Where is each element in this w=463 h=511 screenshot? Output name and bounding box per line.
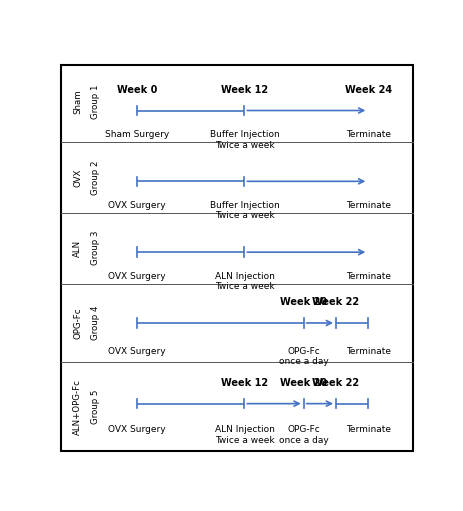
- Text: ALN+OPG-Fc: ALN+OPG-Fc: [73, 379, 82, 434]
- Text: Terminate: Terminate: [346, 346, 391, 356]
- Text: Buffer Injection
Twice a week: Buffer Injection Twice a week: [210, 130, 279, 150]
- Text: Week 0: Week 0: [117, 85, 157, 95]
- Text: OVX: OVX: [73, 168, 82, 187]
- Text: Group 1: Group 1: [91, 84, 100, 119]
- Text: OVX Surgery: OVX Surgery: [108, 346, 166, 356]
- Text: OPG-Fc: OPG-Fc: [73, 307, 82, 339]
- Text: Group 5: Group 5: [91, 389, 100, 424]
- Text: Week 12: Week 12: [221, 85, 268, 95]
- Text: Sham Surgery: Sham Surgery: [105, 130, 169, 139]
- Text: Group 2: Group 2: [91, 160, 100, 195]
- Text: Week 22: Week 22: [313, 297, 360, 307]
- Text: Terminate: Terminate: [346, 130, 391, 139]
- Text: OVX Surgery: OVX Surgery: [108, 272, 166, 281]
- Text: ALN Injection
Twice a week: ALN Injection Twice a week: [214, 272, 275, 291]
- FancyBboxPatch shape: [62, 65, 413, 451]
- Text: Week 20: Week 20: [280, 378, 327, 388]
- Text: OVX Surgery: OVX Surgery: [108, 201, 166, 210]
- Text: Week 24: Week 24: [344, 85, 392, 95]
- Text: Terminate: Terminate: [346, 272, 391, 281]
- Text: Terminate: Terminate: [346, 425, 391, 434]
- Text: Terminate: Terminate: [346, 201, 391, 210]
- Text: OPG-Fc
once a day: OPG-Fc once a day: [279, 425, 329, 445]
- Text: Group 3: Group 3: [91, 231, 100, 266]
- Text: Week 22: Week 22: [313, 378, 360, 388]
- Text: OPG-Fc
once a day: OPG-Fc once a day: [279, 346, 329, 366]
- Text: Week 12: Week 12: [221, 378, 268, 388]
- Text: OVX Surgery: OVX Surgery: [108, 425, 166, 434]
- Text: ALN Injection
Twice a week: ALN Injection Twice a week: [214, 425, 275, 445]
- Text: Week 20: Week 20: [280, 297, 327, 307]
- Text: Buffer Injection
Twice a week: Buffer Injection Twice a week: [210, 201, 279, 220]
- Text: Sham: Sham: [73, 89, 82, 114]
- Text: Group 4: Group 4: [91, 306, 100, 340]
- Text: ALN: ALN: [73, 240, 82, 257]
